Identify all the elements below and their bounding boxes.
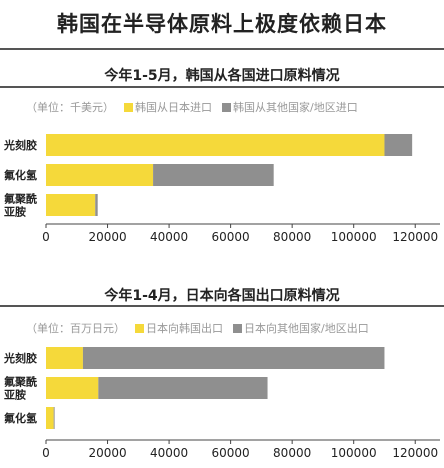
chart-2-title: 今年1-4月，日本向各国出口原料情况 [104,288,340,304]
chart-2-bar-1-series-1 [98,377,268,399]
chart-1-bar-2-series-1 [95,194,98,216]
chart-1-x-tick-label-0: 0 [42,230,50,244]
chart-1-x-tick-label-6: 120000 [392,230,438,244]
chart-1-legend-label-other: 韩国从其他国家/地区进口 [233,101,358,114]
chart-2-legend-label-other: 日本向其他国家/地区出口 [244,322,369,335]
chart-1-category-label-1: 氟化氢 [4,168,37,182]
chart-1-x-tick-label-4: 80000 [273,230,311,244]
chart-2-x-tick-label-4: 80000 [273,446,311,460]
chart-2-bar-0-series-1 [82,347,385,369]
chart-2-bar-0-series-0 [46,347,83,369]
chart-2-divider [0,305,444,307]
chart-1-category-label-2-line-0: 氟聚酰 [4,192,37,206]
chart-2-legend-label-korea: 日本向韩国出口 [146,322,223,335]
chart-1-category-label-0: 光刻胶 [3,138,37,152]
chart-2-category-label-0: 光刻胶 [3,351,37,365]
chart-1-legend-swatch-other [222,103,231,112]
chart-1-x-tick-label-5: 100000 [331,230,377,244]
chart-1-divider [0,86,444,88]
title-divider [0,48,444,50]
chart-1-unit-label: （单位：千美元） [26,101,114,114]
chart-2-unit-label: （单位：百万日元） [26,322,125,335]
chart-2-bar-2-series-1 [53,407,55,429]
chart-2-category-label-2: 氟化氢 [4,411,37,425]
chart-1-x-tick-label-2: 40000 [150,230,188,244]
chart-2-bar-1-series-0 [46,377,99,399]
page-title: 韩国在半导体原料上极度依赖日本 [57,12,387,36]
chart-2-bar-2-series-0 [46,407,54,429]
chart-1-title: 今年1-5月，韩国从各国进口原料情况 [104,68,340,84]
chart-1-legend-label-japan: 韩国从日本进口 [135,101,212,114]
chart-1-legend: （单位：千美元） 韩国从日本进口 韩国从其他国家/地区进口 [26,99,358,115]
chart-2-legend-swatch-korea [135,324,144,333]
chart-1-x-tick-label-1: 20000 [88,230,126,244]
chart-2-x-tick-label-2: 40000 [150,446,188,460]
chart-2-legend: （单位：百万日元） 日本向韩国出口 日本向其他国家/地区出口 [26,320,369,336]
chart-2-legend-swatch-other [233,324,242,333]
chart-2-x-tick-label-0: 0 [42,446,50,460]
chart-1-bar-0-series-0 [46,134,385,156]
chart-2-category-label-1-line-0: 氟聚酰 [4,375,37,389]
chart-1-bar-0-series-1 [384,134,413,156]
chart-2-x-tick-label-1: 20000 [88,446,126,460]
chart-2-x-tick-label-5: 100000 [331,446,377,460]
chart-1-category-label-2-line-1: 亚胺 [4,205,26,219]
chart-2-category-label-1-line-1: 亚胺 [4,388,26,402]
chart-1-legend-swatch-japan [124,103,133,112]
chart-1-x-tick-label-3: 60000 [212,230,250,244]
chart-2-x-tick-label-6: 120000 [392,446,438,460]
chart-1-bar-2-series-0 [46,194,96,216]
chart-1-bar-1-series-1 [153,164,274,186]
chart-2-x-tick-label-3: 60000 [212,446,250,460]
chart-1-bar-1-series-0 [46,164,154,186]
